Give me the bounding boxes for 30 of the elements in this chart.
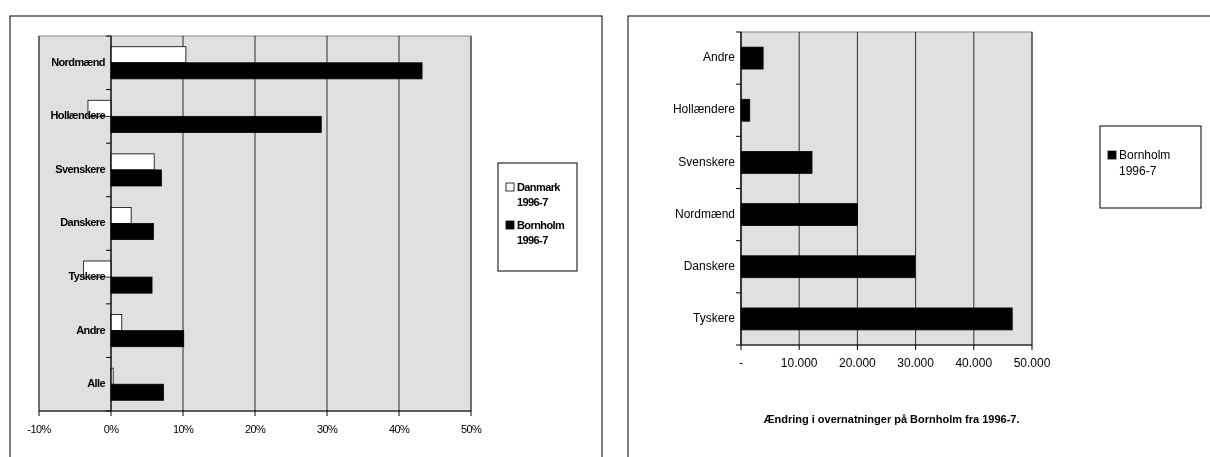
x-axis-title: Ændring i overnatninger på Bornholm fra 1996-7. [763,413,1020,425]
y-tick-label: Hollændere [50,109,106,122]
y-tick-label: Svenskere [55,162,106,175]
x-tick-label: 50.000 [1013,356,1051,370]
x-tick-label: 40% [388,423,410,435]
x-tick-label: 30% [316,423,338,435]
y-tick-label: Nordmænd [674,206,735,221]
y-tick-label: Hollændere [672,102,736,117]
y-tick-label: Andre [76,323,106,336]
y-tick-label: Tyskere [68,269,106,282]
x-tick-label: 0% [103,423,120,435]
x-tick-label: 30.000 [897,356,935,370]
legend-label: Bornholm 1996-7 [517,219,565,246]
x-tick-label: 50% [460,423,482,435]
y-tick-label: Danskere [60,216,106,229]
x-tick-label: 10.000 [780,356,818,370]
y-tick-label: Svenskere [678,154,736,169]
x-tick-label: 20% [244,423,266,435]
y-tick-label: Tyskere [692,311,736,326]
y-tick-label: Nordmænd [51,55,105,68]
y-tick-label: Andre [702,50,736,65]
x-tick-label: -10% [27,423,52,435]
x-tick-label: 40.000 [955,356,993,370]
x-tick-label: 10% [172,423,194,435]
x-tick-label: - [739,356,743,370]
y-tick-label: Danskere [683,258,736,273]
x-tick-label: 20.000 [839,356,877,370]
legend-label: Bornholm 1996-7 [1119,148,1171,178]
y-tick-label: Alle [87,377,106,390]
legend-label: Danmark 1996-7 [517,181,562,208]
